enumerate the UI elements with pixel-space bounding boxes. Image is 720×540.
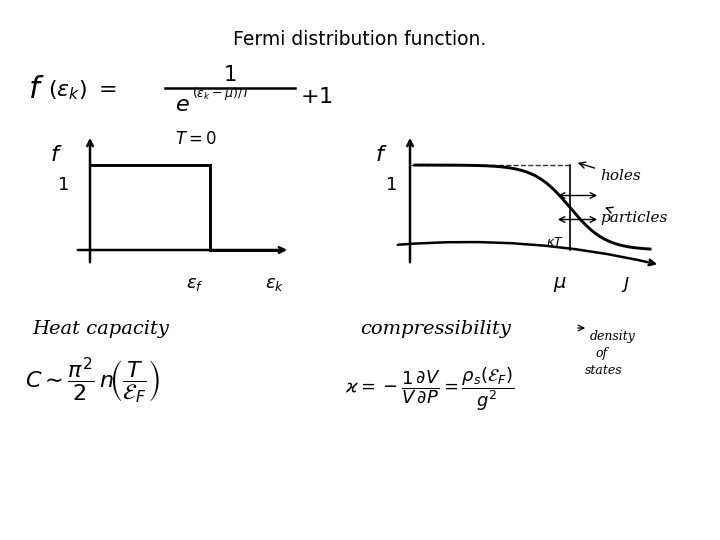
Text: holes: holes <box>579 162 641 183</box>
Text: $\mu$: $\mu$ <box>553 275 567 294</box>
Text: of: of <box>595 347 607 360</box>
Text: $e$: $e$ <box>175 94 189 116</box>
Text: $(\varepsilon_k)\ =$: $(\varepsilon_k)\ =$ <box>48 78 117 102</box>
Text: density: density <box>590 330 636 343</box>
Text: $f$: $f$ <box>50 144 63 166</box>
Text: $+1$: $+1$ <box>300 86 333 108</box>
Text: states: states <box>585 364 623 377</box>
Text: $\jmath$: $\jmath$ <box>621 275 629 294</box>
Text: Heat capacity: Heat capacity <box>32 320 169 338</box>
Text: $1$: $1$ <box>57 176 68 194</box>
Text: $\varepsilon_f$: $\varepsilon_f$ <box>186 275 204 293</box>
Text: compressibility: compressibility <box>360 320 511 338</box>
Text: $(\varepsilon_k - \mu)/T$: $(\varepsilon_k - \mu)/T$ <box>192 84 252 102</box>
Text: $\kappa T$: $\kappa T$ <box>546 235 564 248</box>
Text: $\varepsilon_k$: $\varepsilon_k$ <box>265 275 284 293</box>
Text: $T = 0$: $T = 0$ <box>175 132 217 148</box>
Text: $f$: $f$ <box>28 75 45 105</box>
Text: $f$: $f$ <box>375 144 387 166</box>
Text: particles: particles <box>600 207 667 225</box>
Text: Fermi distribution function.: Fermi distribution function. <box>233 30 487 49</box>
Text: $C \sim \dfrac{\pi^2}{2}\,n\!\left(\dfrac{T}{\mathcal{E}_F}\right)$: $C \sim \dfrac{\pi^2}{2}\,n\!\left(\dfra… <box>25 355 160 406</box>
Text: $\varkappa = -\dfrac{1}{V}\dfrac{\partial V}{\partial P} = \dfrac{\rho_s(\mathca: $\varkappa = -\dfrac{1}{V}\dfrac{\partia… <box>345 365 514 413</box>
Text: $1$: $1$ <box>385 176 397 194</box>
Text: $1$: $1$ <box>223 65 237 85</box>
